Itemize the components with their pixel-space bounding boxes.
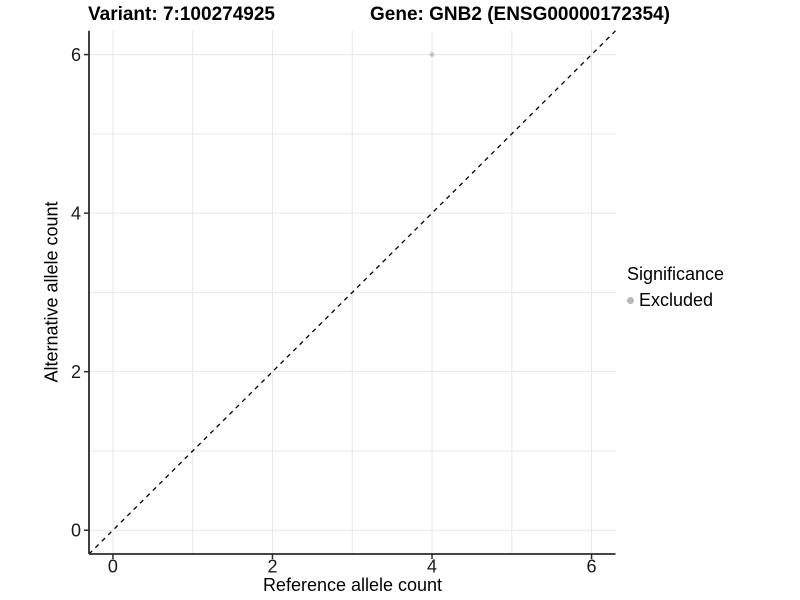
y-tick-label: 0 <box>71 521 81 541</box>
x-tick-label: 2 <box>267 557 277 577</box>
x-axis-title: Reference allele count <box>262 575 443 595</box>
x-tick-label: 6 <box>587 557 597 577</box>
variant-title: Variant: 7:100274925 <box>88 4 275 25</box>
x-tick-label: 4 <box>427 557 437 577</box>
legend-title: Significance <box>627 264 725 284</box>
y-axis-title-text: Alternative allele count <box>41 201 62 383</box>
identity-reference-line <box>88 30 616 555</box>
legend-item-excluded: Excluded <box>627 290 724 311</box>
gene-title: Gene: GNB2 (ENSG00000172354) <box>370 4 670 25</box>
excluded-marker-icon <box>627 297 634 304</box>
y-tick-label: 2 <box>71 362 81 382</box>
y-tick-label: 4 <box>71 204 81 224</box>
legend-item-label: Excluded <box>639 290 714 310</box>
legend: Significance Excluded <box>627 264 724 311</box>
data-point <box>429 52 435 57</box>
x-tick-label: 0 <box>108 557 118 577</box>
y-tick-label: 6 <box>71 45 81 65</box>
